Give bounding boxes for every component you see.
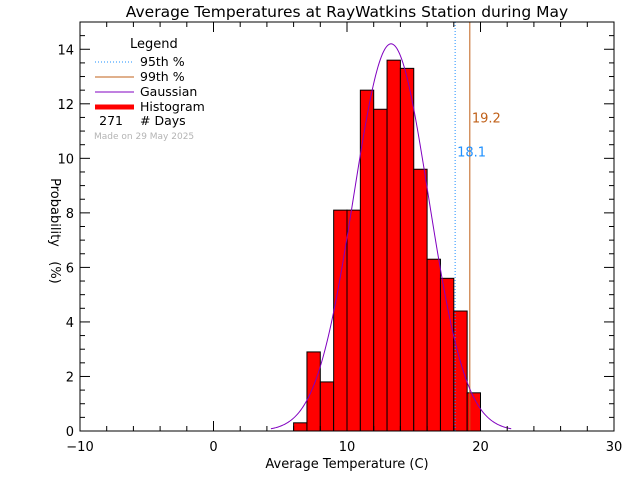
legend-count-value: 271 bbox=[99, 113, 123, 128]
legend-label: 99th % bbox=[140, 69, 185, 84]
percentile-lines bbox=[454, 22, 471, 431]
histogram-bar bbox=[319, 381, 335, 432]
y-tick-label: 4 bbox=[66, 316, 74, 331]
legend-label: Histogram bbox=[140, 99, 205, 114]
legend-count-label: # Days bbox=[140, 113, 186, 128]
y-tick-label: 2 bbox=[66, 370, 74, 385]
histogram-bar bbox=[346, 209, 361, 432]
percentile-label: 18.1 bbox=[457, 146, 486, 161]
histogram-bars bbox=[293, 59, 481, 432]
x-tick-label: 20 bbox=[472, 440, 489, 455]
histogram-bar bbox=[293, 422, 308, 432]
y-axis-label: Probability bbox=[47, 178, 62, 247]
x-tick-label: −10 bbox=[66, 440, 93, 455]
y-axis-ticks: 0 2 4 6 8 10 12 14 bbox=[57, 21, 614, 440]
histogram-bar bbox=[453, 310, 468, 432]
legend-label: 95th % bbox=[140, 54, 185, 69]
x-tick-label: 30 bbox=[606, 440, 623, 455]
y-tick-label: 6 bbox=[66, 261, 74, 276]
histogram-bar bbox=[333, 209, 348, 432]
made-on-note: Made on 29 May 2025 bbox=[94, 132, 194, 142]
legend-label: Gaussian bbox=[140, 84, 197, 99]
histogram-bar bbox=[386, 59, 401, 432]
y-tick-label: 12 bbox=[57, 98, 74, 113]
y-tick-label: 10 bbox=[57, 152, 74, 167]
y-tick-label: 8 bbox=[66, 207, 74, 222]
y-axis-unit: (%) bbox=[47, 261, 62, 284]
gaussian-curve bbox=[270, 43, 512, 430]
percentile-labels: 18.1 19.2 bbox=[457, 111, 501, 160]
x-axis-ticks: −10 0 10 20 30 bbox=[66, 22, 622, 455]
chart-title: Average Temperatures at RayWatkins Stati… bbox=[126, 3, 568, 21]
percentile-label: 19.2 bbox=[472, 111, 501, 126]
x-tick-label: 10 bbox=[339, 440, 356, 455]
x-tick-label: 0 bbox=[209, 440, 217, 455]
y-tick-label: 0 bbox=[66, 425, 74, 440]
histogram-bar bbox=[399, 67, 415, 432]
histogram-bar bbox=[426, 258, 441, 432]
x-axis-label: Average Temperature (C) bbox=[265, 457, 428, 472]
histogram-bar bbox=[373, 108, 388, 432]
y-tick-label: 14 bbox=[57, 43, 74, 58]
histogram-bar bbox=[306, 351, 321, 432]
legend-title: Legend bbox=[130, 37, 178, 52]
histogram-bar bbox=[413, 168, 428, 432]
histogram-bar bbox=[439, 277, 455, 432]
